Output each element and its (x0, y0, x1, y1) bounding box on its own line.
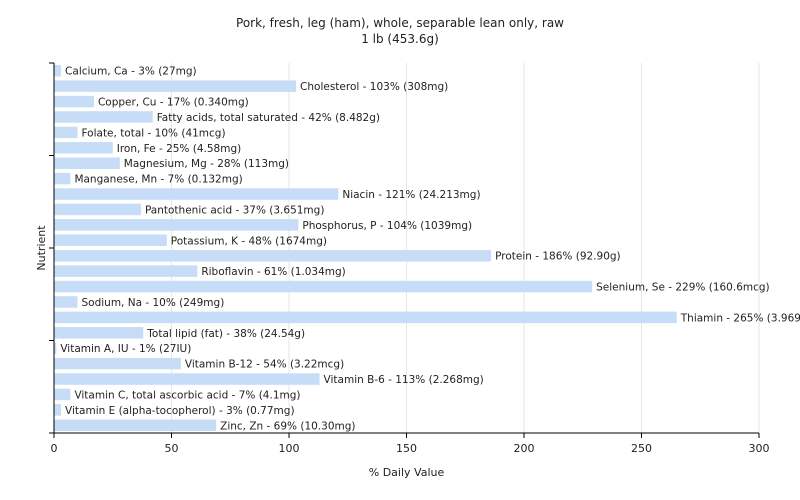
bar-label-3: Fatty acids, total saturated - 42% (8.48… (157, 112, 380, 124)
bar-label-17: Total lipid (fat) - 38% (24.54g) (146, 328, 305, 340)
bar-8 (54, 188, 339, 200)
bar-13 (54, 265, 198, 277)
bar-16 (54, 311, 677, 324)
bar-12 (54, 249, 492, 262)
bar-label-19: Vitamin B-12 - 54% (3.22mcg) (185, 359, 344, 371)
x-tick-label-50: 50 (165, 442, 179, 455)
bar-label-23: Zinc, Zn - 69% (10.30mg) (220, 420, 355, 432)
x-axis-title: % Daily Value (369, 466, 445, 479)
chart-subtitle: 1 lb (453.6g) (361, 32, 439, 46)
bar-label-20: Vitamin B-6 - 113% (2.268mg) (324, 374, 484, 386)
bar-label-16: Thiamin - 265% (3.969mg) (680, 312, 800, 324)
y-axis-title: Nutrient (35, 225, 48, 271)
bar-5 (54, 142, 113, 154)
bar-label-4: Folate, total - 10% (41mcg) (82, 127, 226, 139)
x-tick-label-200: 200 (514, 442, 535, 455)
x-tick-label-150: 150 (396, 442, 417, 455)
bar-label-9: Pantothenic acid - 37% (3.651mg) (145, 204, 324, 216)
bar-label-5: Iron, Fe - 25% (4.58mg) (117, 143, 241, 155)
bar-3 (54, 111, 153, 123)
bar-label-7: Manganese, Mn - 7% (0.132mg) (74, 174, 242, 186)
bar-19 (54, 357, 181, 370)
bar-0 (54, 64, 62, 77)
bar-label-6: Magnesium, Mg - 28% (113mg) (124, 158, 289, 170)
bar-2 (54, 95, 94, 108)
x-tick-label-100: 100 (279, 442, 300, 455)
bar-label-22: Vitamin E (alpha-tocopherol) - 3% (0.77m… (65, 405, 294, 417)
bar-9 (54, 203, 141, 216)
bar-1 (54, 80, 297, 92)
x-tick-label-300: 300 (749, 442, 770, 455)
bar-label-15: Sodium, Na - 10% (249mg) (82, 297, 225, 309)
bar-18 (54, 342, 57, 354)
bar-6 (54, 157, 120, 169)
bar-15 (54, 296, 78, 308)
bar-4 (54, 126, 78, 139)
bar-label-13: Riboflavin - 61% (1.034mg) (201, 266, 345, 278)
x-tick-label-0: 0 (51, 442, 58, 455)
bar-17 (54, 327, 144, 339)
bar-11 (54, 234, 167, 247)
bar-label-12: Protein - 186% (92.90g) (495, 251, 621, 263)
bar-label-11: Potassium, K - 48% (1674mg) (171, 235, 327, 247)
chart-title: Pork, fresh, leg (ham), whole, separable… (236, 16, 564, 30)
bar-10 (54, 219, 299, 231)
bar-label-21: Vitamin C, total ascorbic acid - 7% (4.1… (74, 389, 300, 401)
bar-label-2: Copper, Cu - 17% (0.340mg) (98, 97, 249, 109)
bar-23 (54, 419, 217, 432)
bar-label-18: Vitamin A, IU - 1% (27IU) (60, 343, 191, 355)
bar-label-8: Niacin - 121% (24.213mg) (342, 189, 480, 201)
bar-7 (54, 172, 71, 185)
bar-label-10: Phosphorus, P - 104% (1039mg) (302, 220, 472, 232)
bar-22 (54, 404, 62, 416)
bar-14 (54, 280, 593, 293)
x-tick-label-250: 250 (631, 442, 652, 455)
bar-label-0: Calcium, Ca - 3% (27mg) (65, 66, 197, 78)
bar-label-1: Cholesterol - 103% (308mg) (300, 81, 448, 93)
bar-21 (54, 388, 71, 401)
bar-label-14: Selenium, Se - 229% (160.6mcg) (596, 282, 770, 294)
bar-20 (54, 373, 320, 385)
